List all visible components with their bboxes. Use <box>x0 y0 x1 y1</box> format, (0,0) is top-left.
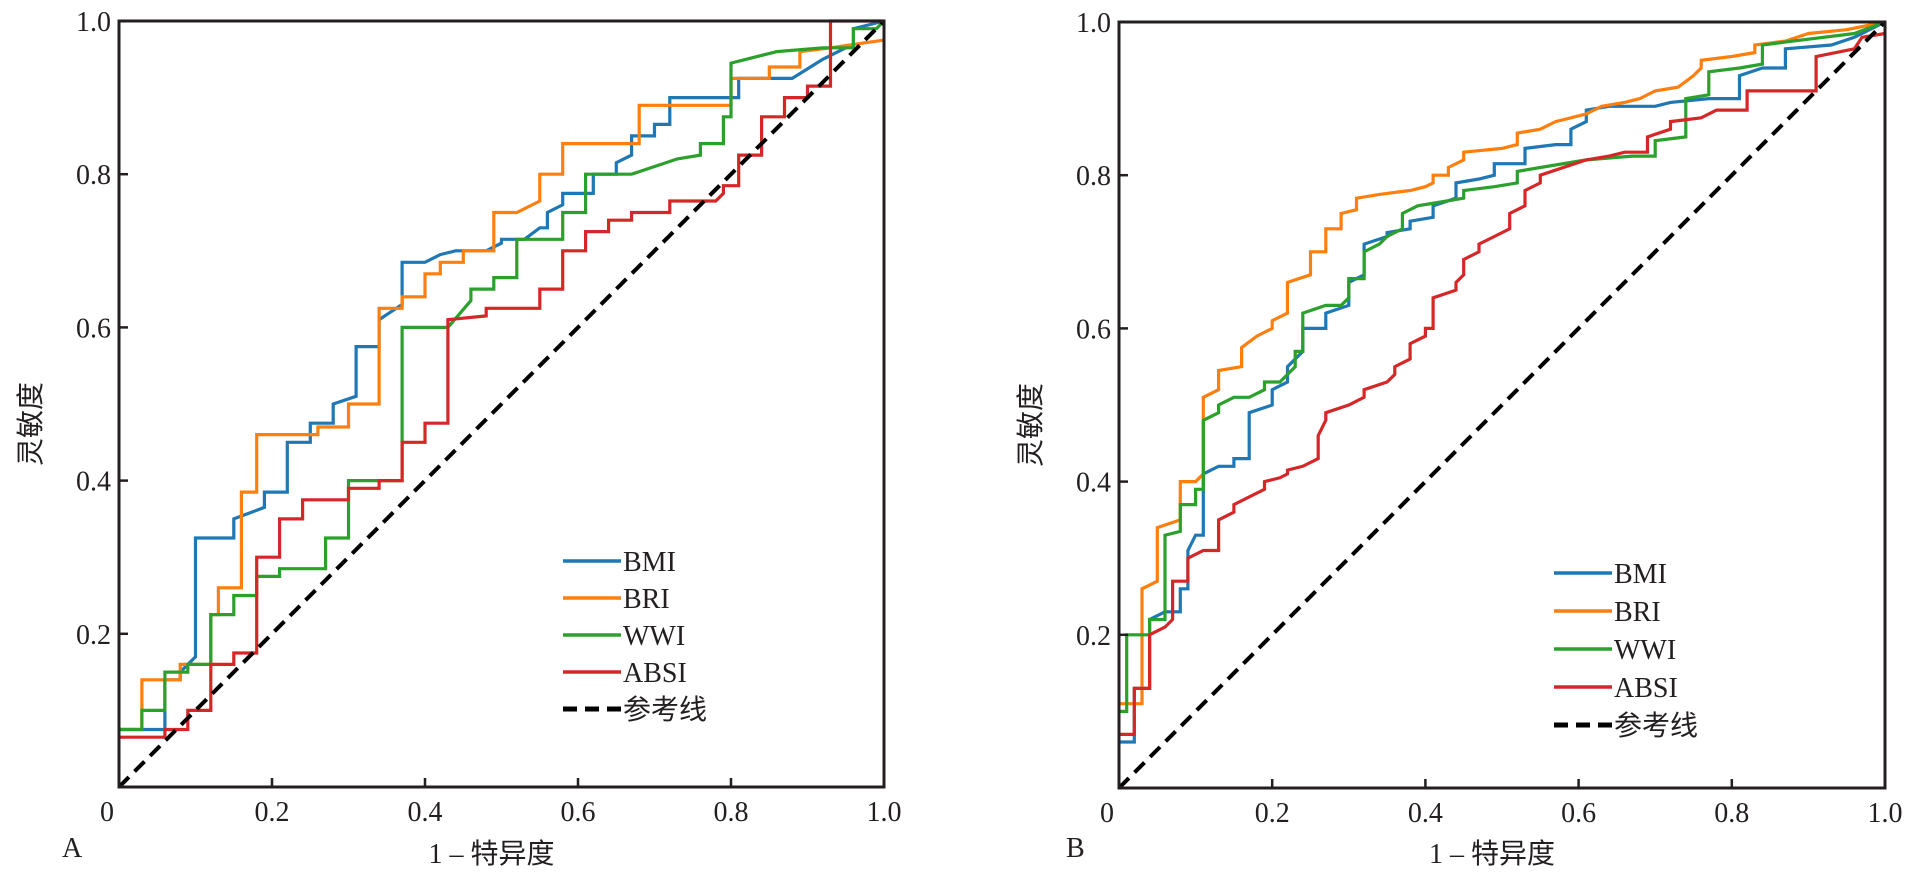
y-tick-label: 0.2 <box>1076 621 1111 652</box>
x-tick-label: 0.8 <box>714 797 749 828</box>
y-tick-label: 0.6 <box>76 313 111 344</box>
series-line-reference <box>117 19 886 789</box>
x-tick-label: 0 <box>1100 798 1114 829</box>
series-line-bmi <box>1119 20 1886 744</box>
series-line-wwi <box>1119 20 1886 713</box>
legend-label: BMI <box>623 547 676 578</box>
legend-label: ABSI <box>623 658 687 689</box>
y-tick-label: 1.0 <box>1076 8 1111 39</box>
legend-label: BRI <box>623 584 670 615</box>
series-line-absi <box>119 19 884 739</box>
x-tick-label: 0.6 <box>1561 798 1596 829</box>
ticks: 0 0.2 0.4 0.6 0.8 1.0 0.2 0.4 0.6 0.8 1.0 <box>76 7 902 828</box>
panel-a: 0 0.2 0.4 0.6 0.8 1.0 0.2 0.4 0.6 0.8 1.0 灵敏度 1 – … <box>15 7 902 870</box>
plot-frame <box>117 19 886 789</box>
x-tick-label: 0 <box>100 797 114 828</box>
y-tick-label: 0.4 <box>1076 468 1111 499</box>
y-tick-label: 0.8 <box>76 160 111 191</box>
legend-label: 参考线 <box>1614 710 1698 742</box>
y-axis-title: 灵敏度 <box>1015 383 1047 467</box>
series-line-absi <box>1119 31 1886 736</box>
x-tick-label: 0.6 <box>561 797 596 828</box>
x-tick-label: 1.0 <box>1868 798 1903 829</box>
legend-label: BRI <box>1614 597 1661 628</box>
ticks: 0 0.2 0.4 0.6 0.8 1.0 0.2 0.4 0.6 0.8 1.0 <box>1076 8 1903 829</box>
legend-label: WWI <box>1614 635 1676 666</box>
y-tick-label: 0.2 <box>76 620 111 651</box>
legend-label: WWI <box>623 621 685 652</box>
legend-label: ABSI <box>1614 673 1678 704</box>
y-axis-title: 灵敏度 <box>15 382 47 466</box>
y-tick-label: 1.0 <box>76 7 111 38</box>
series-line-bri <box>119 38 885 732</box>
panel-label: B <box>1066 833 1085 864</box>
y-tick-label: 0.8 <box>1076 161 1111 192</box>
series-line-bri <box>1119 20 1886 706</box>
legend: BMI BRI WWI ABSI 参考线 <box>563 547 707 726</box>
legend-label: BMI <box>1614 559 1667 590</box>
panel-label: A <box>62 833 83 864</box>
series-layer <box>1117 20 1887 790</box>
x-tick-label: 0.4 <box>1408 798 1443 829</box>
series-layer <box>117 19 886 789</box>
x-tick-label: 0.8 <box>1714 798 1749 829</box>
x-axis-title: 1 – 特异度 <box>428 838 554 870</box>
panel-b: 0 0.2 0.4 0.6 0.8 1.0 0.2 0.4 0.6 0.8 1.0 灵敏度 1 – … <box>1015 8 1903 870</box>
legend: BMI BRI WWI ABSI 参考线 <box>1554 559 1698 742</box>
x-axis-title: 1 – 特异度 <box>1429 838 1555 870</box>
series-line-reference <box>1117 20 1887 790</box>
x-tick-label: 1.0 <box>867 797 902 828</box>
y-tick-label: 0.6 <box>1076 314 1111 345</box>
series-line-wwi <box>119 19 886 732</box>
legend-label: 参考线 <box>623 694 707 726</box>
x-tick-label: 0.4 <box>408 797 443 828</box>
x-tick-label: 0.2 <box>255 797 290 828</box>
series-line-bmi <box>119 19 885 732</box>
plot-frame <box>1117 20 1887 790</box>
y-tick-label: 0.4 <box>76 467 111 498</box>
x-tick-label: 0.2 <box>1255 798 1290 829</box>
